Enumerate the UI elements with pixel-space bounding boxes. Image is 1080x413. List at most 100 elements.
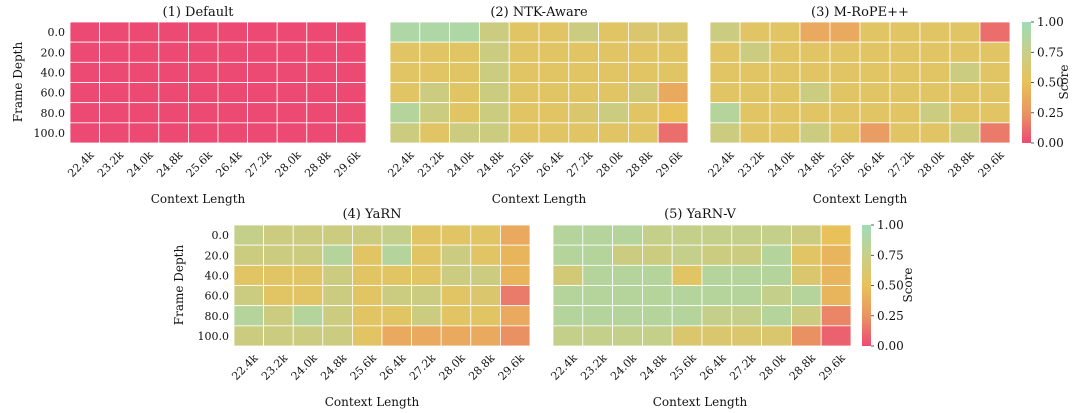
heatmap-cell — [979, 21, 1011, 43]
panel-4-ylabel: Frame Depth — [172, 244, 186, 325]
heatmap-cell — [799, 122, 831, 144]
panel-2-title: (2) NTK-Aware — [490, 5, 588, 20]
x-tick-label: 23.2k — [578, 351, 609, 382]
heatmap-cell — [419, 122, 450, 144]
colorbar-tick-label: 1.00 — [877, 218, 904, 232]
x-tick-label: 25.6k — [348, 351, 379, 382]
heatmap-cell — [233, 325, 265, 347]
heatmap-cell — [671, 305, 703, 327]
heatmap-cell — [389, 41, 421, 63]
heatmap-cell — [217, 61, 249, 83]
heatmap-cell — [499, 224, 531, 246]
heatmap-cell — [582, 244, 613, 266]
panel-1-xticks: 22.4k23.2k24.0k24.8k25.6k26.4k27.2k28.0k… — [65, 148, 363, 179]
heatmap-cell — [449, 122, 480, 144]
heatmap-cell — [478, 61, 510, 83]
heatmap-cell — [276, 41, 308, 63]
heatmap-cell — [128, 41, 160, 63]
heatmap-cell — [470, 224, 501, 246]
heatmap-cell — [508, 102, 540, 124]
panel-1-xlabel: Context Length — [151, 192, 246, 206]
heatmap-cell — [538, 61, 570, 83]
heatmap-cell — [247, 122, 278, 144]
colorbar-tick-label: 0.00 — [877, 339, 904, 353]
heatmap-cell — [642, 325, 673, 347]
x-tick-label: 26.4k — [377, 351, 408, 382]
colorbar-tick-label: 0.75 — [1037, 45, 1064, 59]
heatmap-panel-5: (5) YaRN-V 22.4k23.2k24.0k24.8k25.6k26.4… — [548, 207, 852, 409]
heatmap-cell — [335, 122, 367, 144]
heatmap-cell — [731, 224, 762, 246]
heatmap-cell — [233, 305, 265, 327]
heatmap-cell — [538, 122, 570, 144]
heatmap-cell — [499, 264, 531, 286]
x-tick-label: 22.4k — [385, 148, 416, 179]
x-tick-label: 22.4k — [229, 351, 260, 382]
heatmap-cell — [628, 21, 659, 43]
heatmap-cell — [508, 21, 540, 43]
heatmap-cell — [263, 305, 294, 327]
x-tick-label: 26.4k — [697, 351, 728, 382]
heatmap-cell — [761, 305, 792, 327]
heatmap-cell — [470, 244, 501, 266]
heatmap-cell — [552, 285, 584, 307]
colorbar-tick-label: 1.00 — [1037, 15, 1064, 29]
heatmap-cell — [99, 122, 130, 144]
heatmap-cell — [263, 224, 294, 246]
heatmap-cell — [538, 82, 570, 104]
heatmap-cell — [568, 61, 599, 83]
heatmap-cell — [552, 244, 584, 266]
heatmap-cell — [69, 61, 101, 83]
heatmap-cell — [217, 21, 249, 43]
heatmap-cell — [598, 21, 629, 43]
x-tick-label: 28.8k — [466, 351, 497, 382]
panel-4-cells — [233, 224, 531, 347]
heatmap-cell — [657, 41, 689, 63]
heatmap-cell — [859, 122, 891, 144]
heatmap-cell — [709, 122, 741, 144]
heatmap-cell — [949, 122, 981, 144]
x-tick-label: 29.6k — [496, 351, 527, 382]
heatmap-cell — [247, 21, 278, 43]
heatmap-cell — [769, 122, 801, 144]
heatmap-cell — [335, 82, 367, 104]
heatmap-cell — [769, 82, 801, 104]
heatmap-cell — [731, 264, 762, 286]
y-tick-label: 40.0 — [41, 66, 66, 79]
heatmap-cell — [217, 102, 249, 124]
heatmap-cell — [419, 61, 450, 83]
x-tick-label: 25.6k — [505, 148, 536, 179]
heatmap-cell — [731, 285, 762, 307]
panel-3-xticks: 22.4k23.2k24.0k24.8k25.6k26.4k27.2k28.0k… — [706, 148, 1007, 179]
heatmap-cell — [671, 244, 703, 266]
x-tick-label: 22.4k — [548, 351, 579, 382]
x-tick-label: 24.0k — [445, 148, 476, 179]
panel-3-title: (3) M-RoPE++ — [811, 5, 909, 20]
heatmap-cell — [276, 122, 308, 144]
heatmap-cell — [612, 264, 643, 286]
heatmap-cell — [657, 61, 689, 83]
colorbar-tick-label: 0.50 — [1037, 76, 1064, 90]
heatmap-cell — [381, 285, 413, 307]
heatmap-cell — [820, 264, 852, 286]
heatmap-cell — [582, 224, 613, 246]
x-tick-label: 27.2k — [886, 148, 917, 179]
x-tick-label: 27.2k — [407, 351, 438, 382]
heatmap-cell — [761, 325, 792, 347]
heatmap-cell — [731, 305, 762, 327]
heatmap-cell — [508, 41, 540, 63]
heatmap-cell — [791, 264, 822, 286]
heatmap-cell — [949, 102, 981, 124]
heatmap-cell — [69, 21, 101, 43]
heatmap-cell — [335, 61, 367, 83]
heatmap-cell — [612, 305, 643, 327]
x-tick-label: 24.0k — [608, 351, 639, 382]
heatmap-cell — [799, 21, 831, 43]
heatmap-cell — [859, 21, 891, 43]
heatmap-cell — [769, 61, 801, 83]
x-tick-label: 29.6k — [332, 148, 363, 179]
x-tick-label: 24.0k — [289, 351, 320, 382]
heatmap-cell — [829, 102, 861, 124]
y-tick-label: 80.0 — [41, 107, 66, 120]
